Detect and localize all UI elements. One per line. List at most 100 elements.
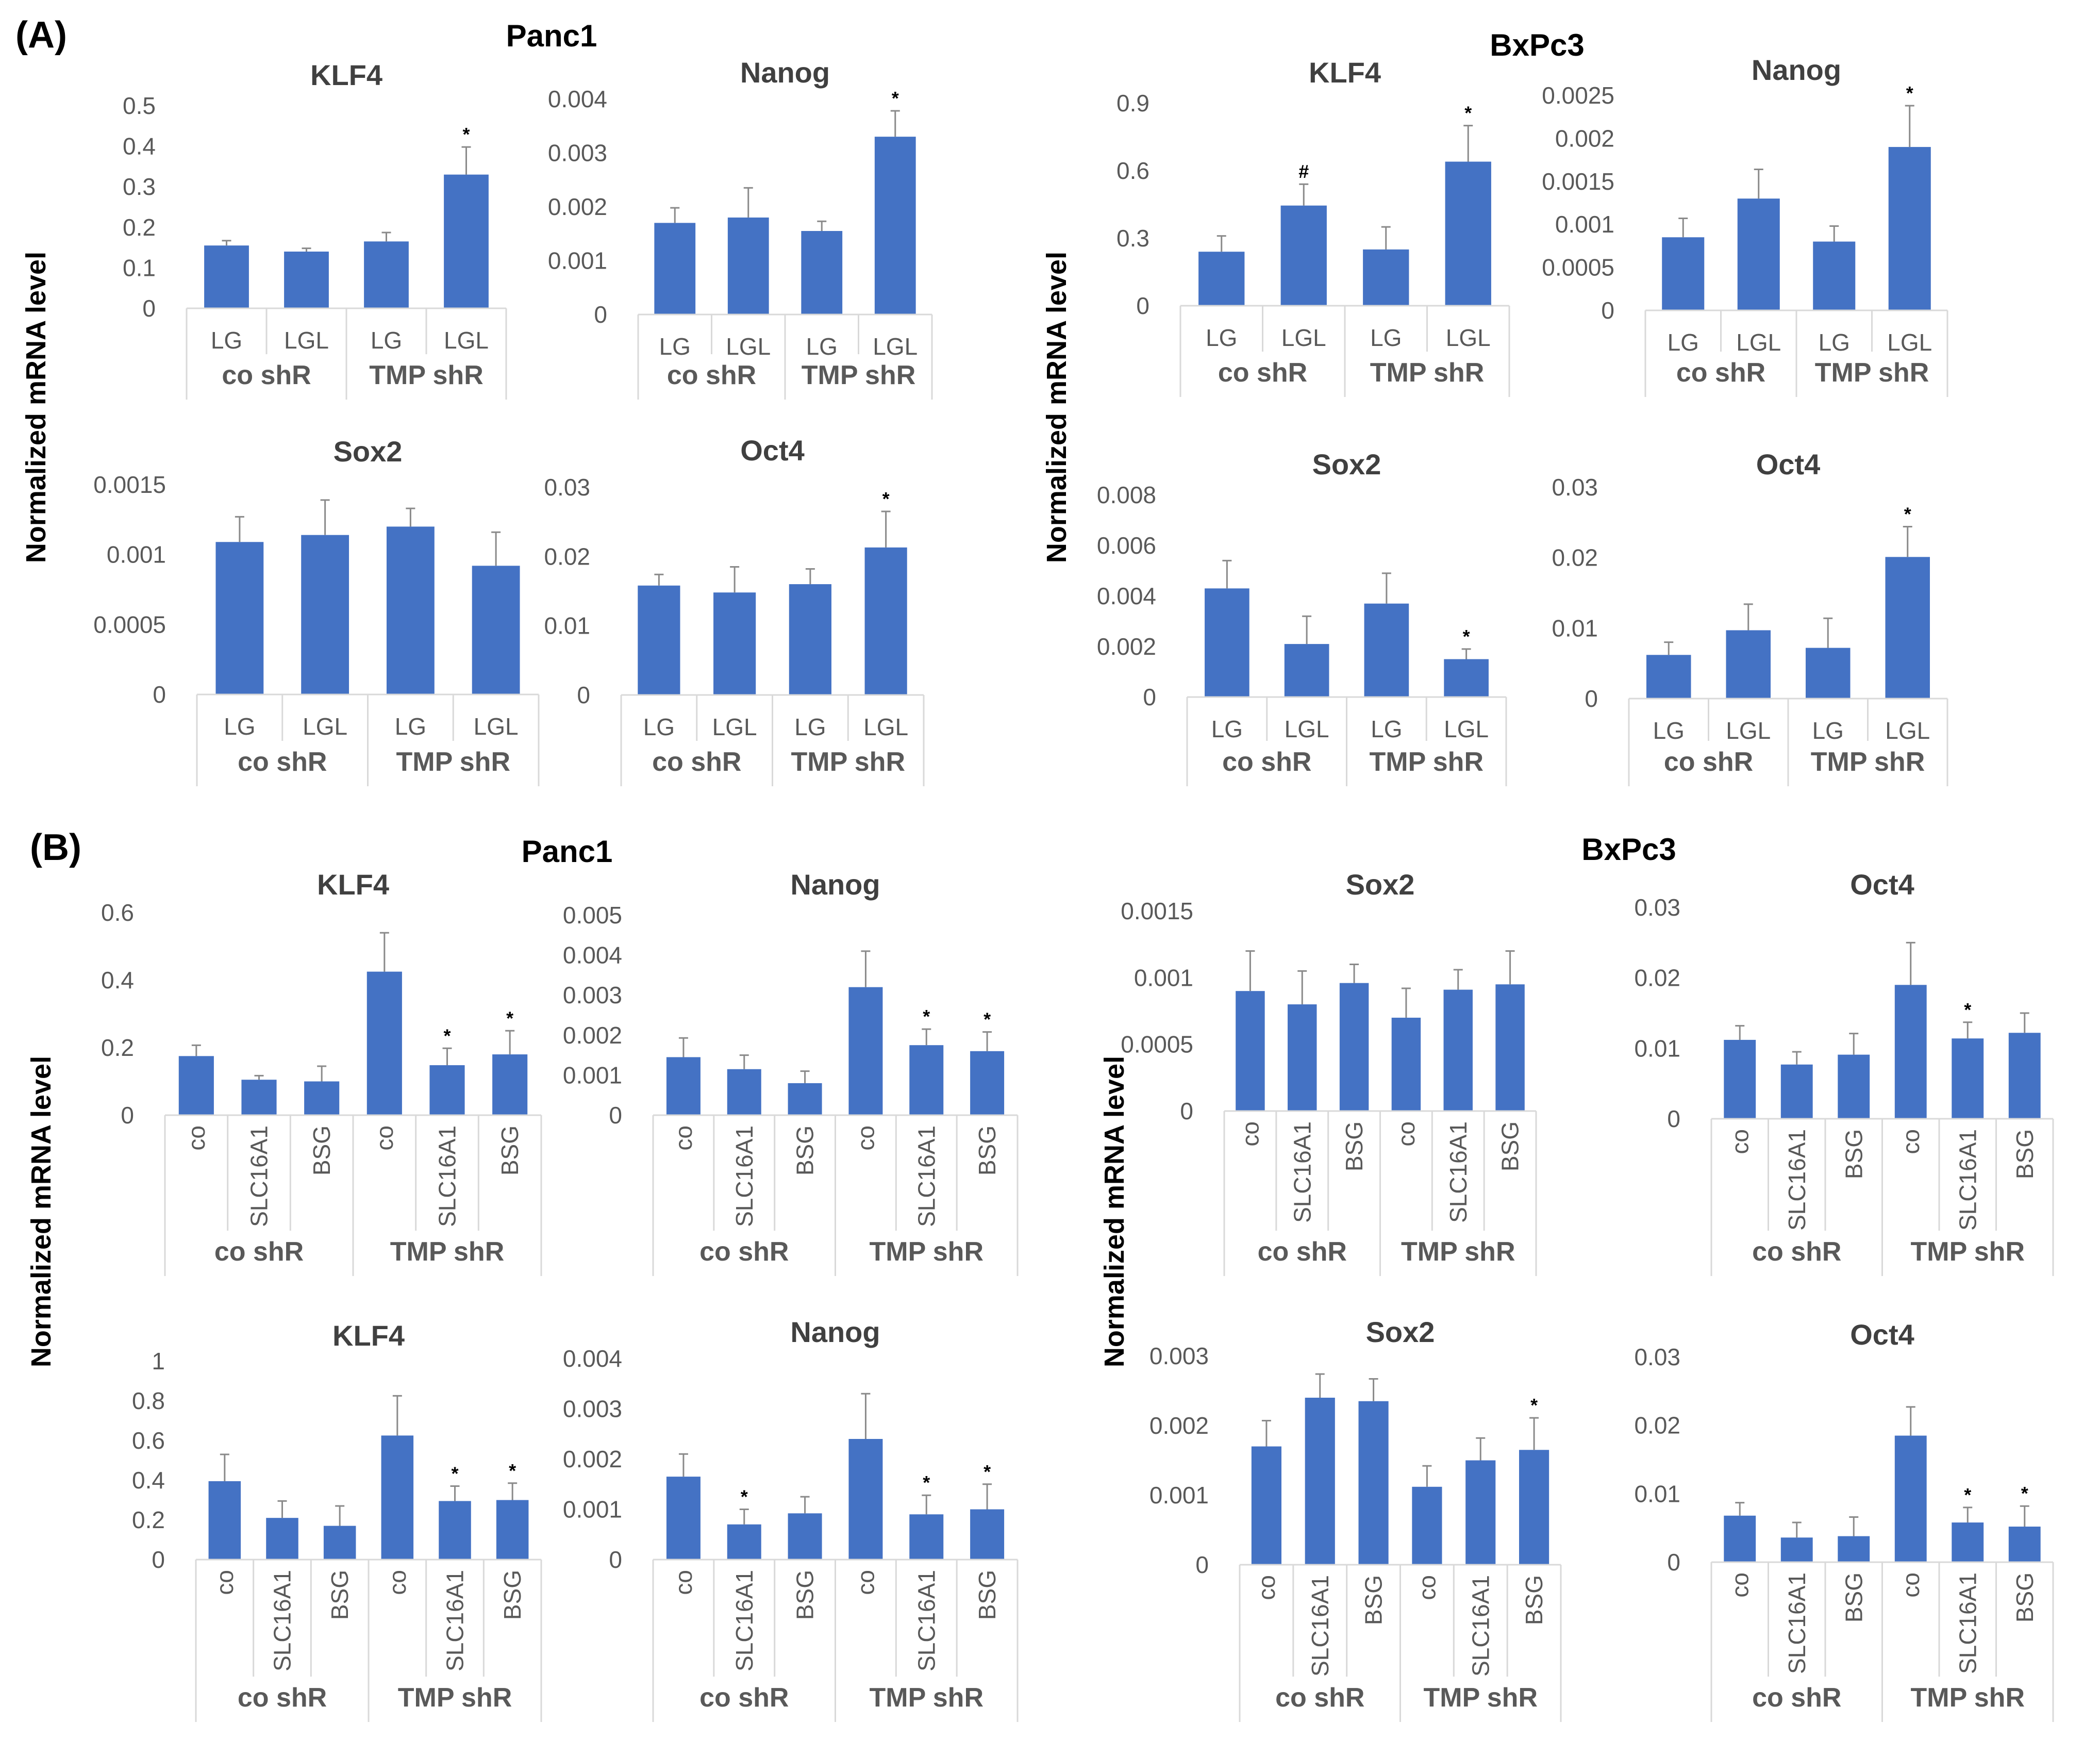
chart-b-panc1-nanog: Nanog 0 0.001 0.002 0.003 0.004 0.005 * * co SLC16… — [563, 868, 1019, 1276]
x-category-label: SLC16A1 — [1784, 1129, 1810, 1231]
significance-marker: * — [923, 1472, 930, 1493]
bar — [472, 566, 520, 694]
x-category-label: co — [670, 1570, 697, 1595]
y-tick-label: 0.001 — [548, 247, 607, 274]
bar — [1737, 198, 1780, 310]
x-category-label: LG — [224, 713, 255, 740]
x-category-label: LG — [1668, 329, 1699, 356]
x-category-label: SLC16A1 — [442, 1570, 469, 1671]
x-category-label: co — [1897, 1572, 1924, 1598]
y-tick-label: 0.003 — [563, 982, 622, 1008]
x-category-label: LGL — [726, 333, 771, 360]
y-tick-label: 0.001 — [563, 1062, 622, 1088]
y-tick-label: 0.0005 — [1121, 1031, 1193, 1058]
chart-title: Nanog — [790, 1316, 880, 1348]
x-category-label: LGL — [873, 333, 918, 360]
x-category-label: LG — [371, 327, 402, 354]
chart-title: Nanog — [1752, 54, 1841, 86]
x-category-label: LG — [1819, 329, 1850, 356]
bar — [1724, 1515, 1756, 1562]
bar — [909, 1045, 944, 1115]
panel-label-a: (A) — [15, 14, 67, 56]
chart-title: Sox2 — [1366, 1316, 1435, 1348]
y-tick-label: 0.002 — [563, 1022, 622, 1049]
bar — [1805, 648, 1851, 699]
bar — [2008, 1033, 2041, 1119]
x-category-label: co — [1413, 1575, 1440, 1600]
y-tick-label: 0.2 — [132, 1506, 165, 1533]
y-tick-label: 0.01 — [1634, 1480, 1680, 1507]
bar — [1339, 983, 1369, 1111]
x-category-label: BSG — [1360, 1575, 1387, 1625]
bar — [1646, 655, 1691, 699]
y-tick-label: 0 — [152, 1546, 165, 1573]
significance-marker: * — [1906, 82, 1913, 104]
x-group-label: TMP shR — [1370, 358, 1485, 388]
bar — [666, 1477, 701, 1560]
x-category-label: LGL — [1887, 329, 1932, 356]
bar — [789, 584, 831, 695]
chart-a-panc1-oct4: Oct4 0 0.01 0.02 0.03 * LG LGL LG LGL co shR TMP sh… — [544, 434, 925, 786]
bar — [848, 987, 883, 1115]
x-group-label: co shR — [1275, 1683, 1364, 1713]
x-category-label: BSG — [1840, 1572, 1867, 1622]
x-group-label: co shR — [652, 747, 741, 777]
bar — [2008, 1527, 2041, 1562]
x-category-label: LG — [395, 713, 426, 740]
panel-label-b: (B) — [30, 827, 81, 868]
x-category-label: co — [1726, 1572, 1753, 1598]
x-group-label: co shR — [238, 1683, 327, 1713]
x-category-label: co — [852, 1570, 879, 1595]
x-category-label: co — [183, 1125, 210, 1151]
chart-title: Sox2 — [1346, 868, 1415, 901]
x-category-label: SLC16A1 — [1954, 1129, 1981, 1231]
x-category-label: BSG — [1341, 1121, 1368, 1171]
significance-marker: * — [462, 124, 470, 145]
chart-b-bxpc3-klf4: KLF4 0 0.2 0.4 0.6 0.8 1 * * co SLC16A1 BSG co SLC16A… — [132, 1319, 542, 1722]
y-tick-label: 0 — [121, 1102, 134, 1129]
x-category-label: SLC16A1 — [269, 1570, 296, 1671]
bar — [1391, 1017, 1421, 1111]
ylabel-b-panc1: Normalized mRNA level — [26, 1056, 57, 1367]
x-category-label: BSG — [1497, 1121, 1524, 1171]
x-category-label: LG — [1371, 716, 1402, 742]
x-category-label: LGL — [1285, 716, 1329, 742]
x-group-label: co shR — [1664, 747, 1753, 777]
y-tick-label: 0 — [1601, 297, 1614, 324]
bar — [178, 1056, 214, 1115]
significance-marker: * — [923, 1006, 930, 1027]
x-category-label: SLC16A1 — [1784, 1572, 1810, 1674]
x-group-label: co shR — [1258, 1237, 1347, 1267]
bar — [1288, 1004, 1317, 1111]
y-tick-label: 0.004 — [563, 1345, 622, 1372]
bar — [874, 137, 916, 314]
x-group-label: TMP shR — [1910, 1683, 2025, 1713]
chart-title: Sox2 — [1312, 448, 1381, 481]
bar — [1724, 1039, 1756, 1119]
y-tick-label: 0.006 — [1097, 532, 1156, 559]
x-category-label: LGL — [1885, 717, 1930, 744]
chart-title: KLF4 — [317, 868, 389, 901]
y-tick-label: 0 — [1195, 1551, 1209, 1578]
bar — [1364, 603, 1409, 697]
y-tick-label: 0.001 — [1149, 1482, 1209, 1509]
y-tick-label: 0.4 — [132, 1467, 165, 1494]
y-tick-label: 0.03 — [1634, 1344, 1680, 1370]
x-category-label: BSG — [308, 1125, 335, 1175]
x-category-label: LGL — [863, 714, 908, 740]
y-tick-label: 0.001 — [1555, 211, 1614, 238]
cell-line-title-b-panc1: Panc1 — [522, 834, 613, 869]
y-tick-label: 0.002 — [1555, 125, 1614, 152]
significance-marker: * — [892, 88, 899, 109]
bar — [1445, 161, 1491, 306]
y-tick-label: 0.03 — [1552, 474, 1598, 501]
chart-b-bxpc3-nanog: Nanog 0 0.001 0.002 0.003 0.004 * * * co SLC16A1 BS… — [563, 1316, 1019, 1722]
x-category-label: SLC16A1 — [731, 1125, 758, 1227]
chart-title: Nanog — [790, 868, 880, 901]
bar — [1236, 991, 1265, 1111]
bar — [1280, 205, 1327, 306]
bar — [208, 1481, 241, 1560]
bar — [1205, 588, 1249, 697]
chart-b-panc1-klf4: KLF4 0 0.2 0.4 0.6 * * co SLC16A1 BSG co SLC16A1 BSG… — [101, 868, 542, 1276]
cell-line-title-a-bxpc3: BxPc3 — [1490, 28, 1584, 62]
